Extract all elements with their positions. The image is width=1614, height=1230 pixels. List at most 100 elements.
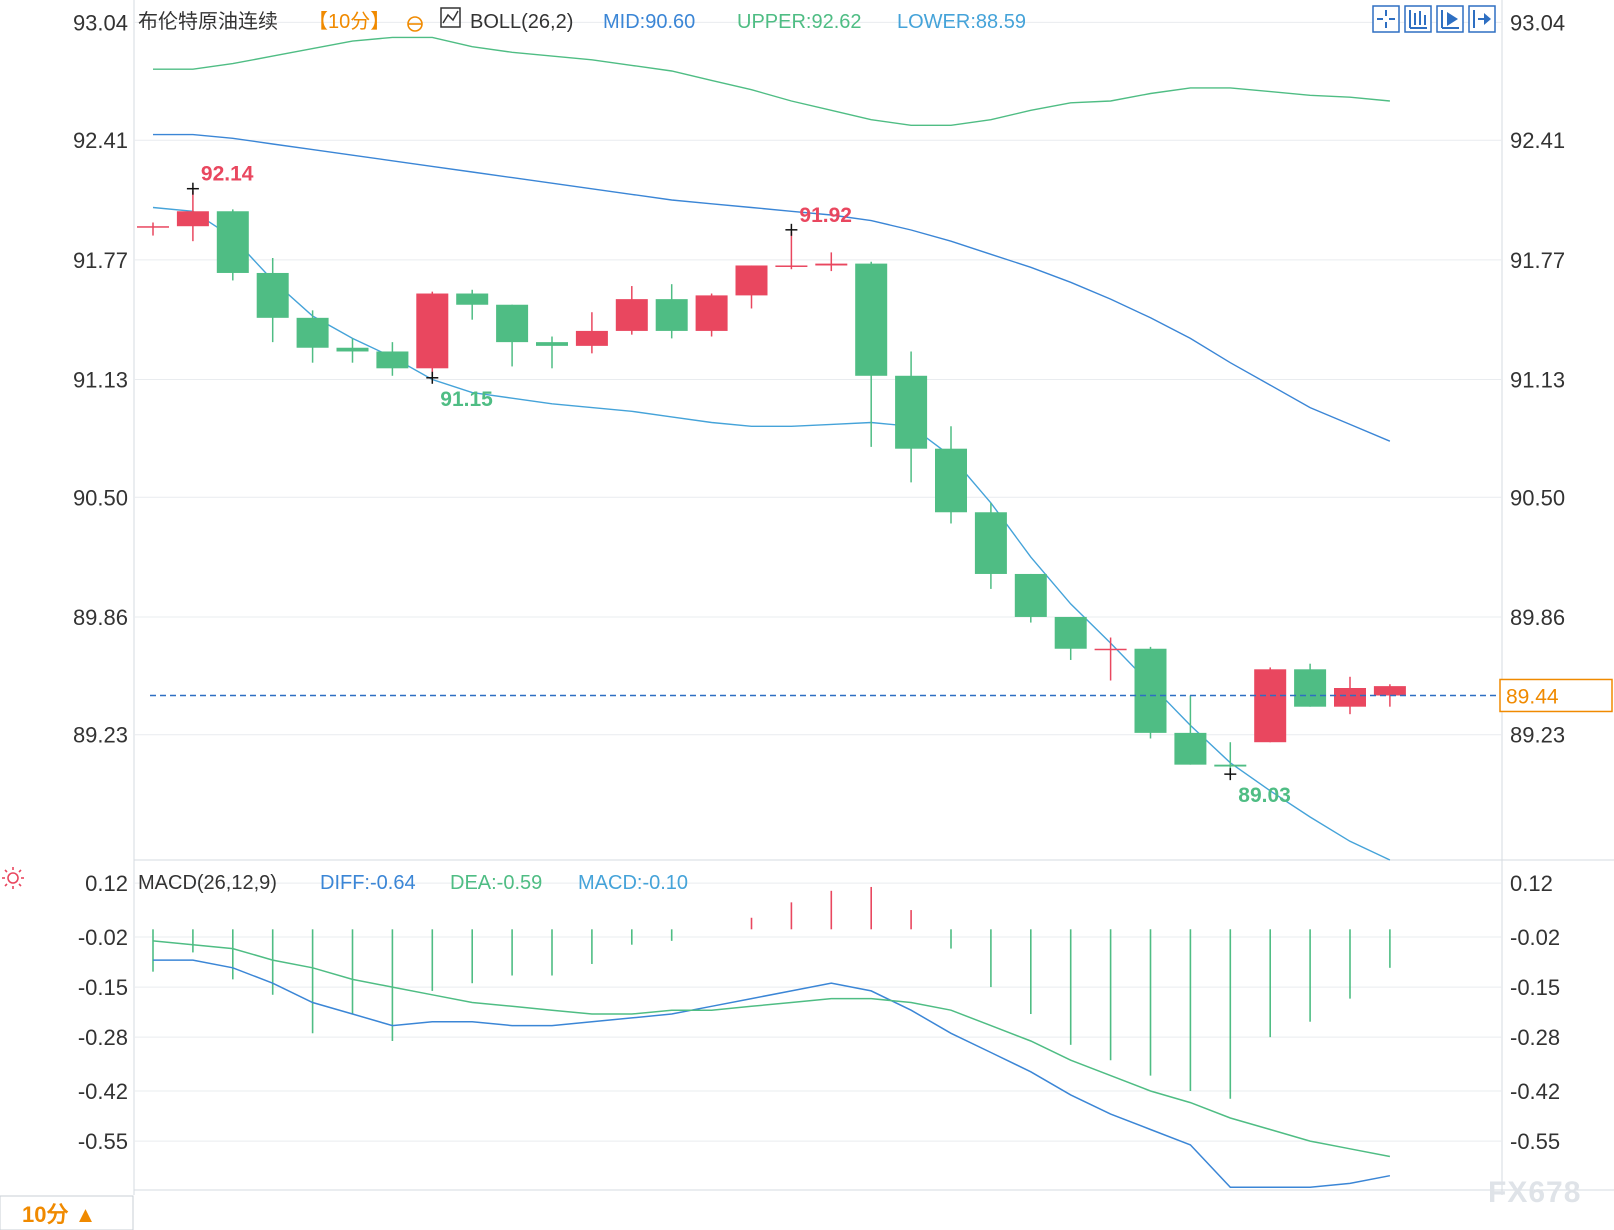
macd-tick-label-left: -0.15 xyxy=(78,975,128,1000)
macd-tick-label-left: -0.02 xyxy=(78,925,128,950)
candle-body xyxy=(1294,669,1327,707)
price-tick-label-left: 93.04 xyxy=(73,10,128,35)
price-tick-label-right: 93.04 xyxy=(1510,10,1565,35)
low-annotation: 89.03 xyxy=(1238,784,1291,807)
candle-body xyxy=(1134,648,1167,733)
boll-mid-line xyxy=(153,133,1391,442)
price-tick-label-left: 89.23 xyxy=(73,723,128,748)
period-selector-label: 10分 ▲ xyxy=(22,1202,96,1227)
candle-body xyxy=(1014,573,1047,617)
macd-tick-label-left: -0.42 xyxy=(78,1079,128,1104)
price-tick-label-right: 89.23 xyxy=(1510,723,1565,748)
candle-body xyxy=(1373,686,1406,696)
candlesticks xyxy=(137,190,1406,773)
candle-up xyxy=(176,190,209,242)
crosshair-icon xyxy=(1377,10,1395,28)
candle-body xyxy=(575,330,608,346)
candle-down xyxy=(256,258,289,343)
macd-tick-label-right: -0.42 xyxy=(1510,1079,1560,1104)
macd-tick-label-right: -0.02 xyxy=(1510,925,1560,950)
candle-body xyxy=(775,265,808,267)
diff-value: DIFF:-0.64 xyxy=(320,872,416,894)
low-annotation: 91.15 xyxy=(440,388,493,411)
price-tick-label-right: 91.77 xyxy=(1510,248,1565,273)
candle-down xyxy=(1134,646,1167,739)
macd-grid xyxy=(134,882,1502,1142)
bar-chart-button[interactable] xyxy=(1404,5,1432,33)
candle-body xyxy=(735,265,768,296)
candle-up xyxy=(1094,637,1127,681)
price-axis-left: 93.04 92.41 91.77 91.13 90.50 89.86 89.23 xyxy=(73,10,128,747)
candle-body xyxy=(416,293,449,369)
candle-body xyxy=(935,448,967,513)
circle-plus-icon[interactable] xyxy=(407,16,423,32)
price-axis-right: 93.04 92.41 91.77 91.13 90.50 89.86 89.23 xyxy=(1510,10,1565,747)
indicator-chart-icon[interactable] xyxy=(440,7,461,28)
candle-down xyxy=(296,310,329,363)
price-tick-label-right: 92.41 xyxy=(1510,128,1565,153)
lower-value: LOWER:88.59 xyxy=(897,11,1026,33)
candle-body xyxy=(1094,648,1127,651)
candle-body xyxy=(496,304,529,343)
candle-body xyxy=(456,293,489,305)
price-tick-label-left: 91.13 xyxy=(73,368,128,393)
macd-axis-left: 0.12 -0.02 -0.15 -0.28 -0.42 -0.55 xyxy=(78,871,128,1154)
candle-body xyxy=(855,263,888,376)
candle-down xyxy=(935,426,967,524)
upper-value: UPPER:92.62 xyxy=(737,11,862,33)
candle-up xyxy=(815,252,848,272)
macd-lines xyxy=(152,940,1391,1189)
macd-tick-label-left: -0.28 xyxy=(78,1025,128,1050)
macd-tick-label-right: -0.15 xyxy=(1510,975,1560,1000)
last-price-tag: 89.44 xyxy=(1499,678,1613,713)
candle-up xyxy=(735,265,768,309)
candle-down xyxy=(456,289,489,320)
candle-down xyxy=(376,342,409,376)
macd-tick-label-right: -0.55 xyxy=(1510,1129,1560,1154)
candle-up xyxy=(1254,667,1287,743)
candle-body xyxy=(815,263,848,266)
crosshair-button[interactable] xyxy=(1372,5,1400,33)
macd-tick-label-left: -0.55 xyxy=(78,1129,128,1154)
period-selector[interactable]: 10分 ▲ xyxy=(0,1195,134,1230)
candle-body xyxy=(1174,732,1207,765)
price-tick-label-right: 89.86 xyxy=(1510,605,1565,630)
mid-value: MID:90.60 xyxy=(603,11,695,33)
candle-body xyxy=(1254,669,1287,743)
diff-line xyxy=(153,959,1391,1189)
macd-tick-label-right: 0.12 xyxy=(1510,871,1553,896)
candle-body xyxy=(296,317,329,348)
candle-down xyxy=(1214,742,1247,773)
candle-body xyxy=(1214,764,1247,767)
candle-down xyxy=(1014,573,1047,623)
price-tick-label-right: 91.13 xyxy=(1510,368,1565,393)
macd-tick-label-right: -0.28 xyxy=(1510,1025,1560,1050)
play-button[interactable] xyxy=(1436,5,1464,33)
candle-body xyxy=(176,211,209,227)
instrument-name: 布伦特原油连续 xyxy=(138,10,278,33)
price-annotations: 92.14 91.15 91.92 89.03 xyxy=(186,163,1291,807)
period-label: 【10分】 xyxy=(308,10,390,33)
macd-histogram xyxy=(152,886,1391,1099)
candle-down xyxy=(1174,695,1207,765)
skip-end-button[interactable] xyxy=(1468,5,1496,33)
bar-chart-icon xyxy=(1409,10,1427,29)
candle-body xyxy=(1054,616,1087,649)
candle-body xyxy=(536,342,568,346)
candle-body xyxy=(216,211,249,273)
dea-value: DEA:-0.59 xyxy=(450,872,542,894)
macd-value: MACD:-0.10 xyxy=(578,872,688,894)
candle-up xyxy=(615,286,648,335)
watermark: FX678 xyxy=(1488,1176,1581,1209)
candle-body xyxy=(655,299,688,331)
macd-tick-label-left: 0.12 xyxy=(85,871,128,896)
indicator-macd: MACD(26,12,9) xyxy=(138,872,277,894)
candle-down xyxy=(1054,616,1087,660)
candle-down xyxy=(655,284,688,339)
price-tick-label-left: 89.86 xyxy=(73,605,128,630)
skip-end-icon xyxy=(1473,10,1491,28)
candle-up xyxy=(775,231,808,270)
boll-upper-line xyxy=(153,36,1390,127)
macd-settings-icon[interactable] xyxy=(2,867,24,889)
